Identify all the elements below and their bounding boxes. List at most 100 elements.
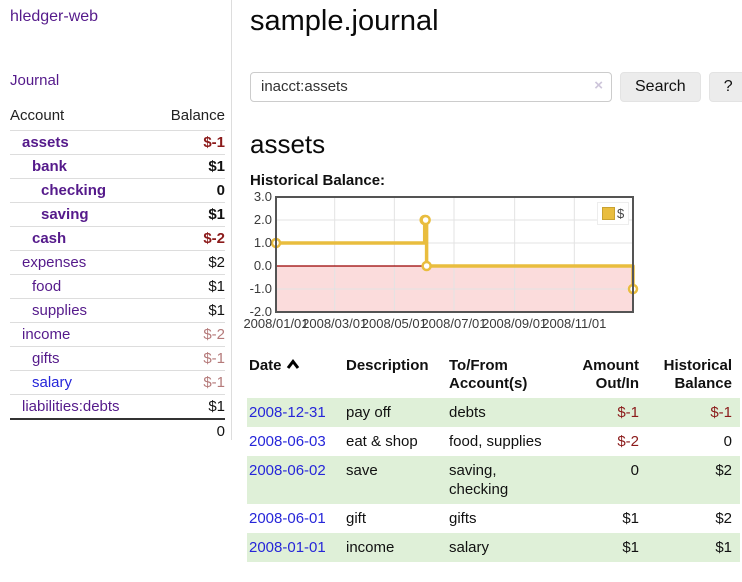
balance-cell: $2 (715, 510, 732, 528)
total-spacer (10, 418, 154, 443)
register-header: Date Description To/From Account(s) Amount Ou… (247, 352, 740, 398)
sidebar-item-journal[interactable]: Journal (10, 72, 60, 89)
clear-search-icon[interactable]: × (594, 76, 603, 94)
account-balance: $-1 (153, 130, 225, 155)
description-cell: eat & shop (346, 433, 418, 451)
date-cell: 2008-01-01 (247, 533, 344, 562)
sidebar-account-link-supplies[interactable]: supplies (32, 302, 88, 319)
register-header-row: Date Description To/From Account(s) Amount Ou… (247, 352, 740, 398)
date-cell: 2008-12-31 (247, 398, 344, 427)
register-table: Date Description To/From Account(s) Amount Ou… (247, 352, 740, 563)
sidebar-account-row: income $-2 (10, 322, 225, 347)
transaction-date-link[interactable]: 2008-12-31 (249, 404, 326, 422)
y-axis-tick-label: -1.0 (249, 281, 272, 297)
register-row: 2008-06-01 gift gifts $1 $2 (247, 504, 740, 533)
header-label: Description (346, 357, 429, 375)
sidebar-account-link-bank[interactable]: bank (32, 158, 68, 175)
sidebar-account-link-checking[interactable]: checking (41, 182, 107, 199)
balance-cell: $2 (715, 462, 732, 480)
x-axis-tick-label: 2008/01/01 (243, 316, 309, 332)
sidebar-account-row: expenses $2 (10, 250, 225, 275)
sidebar-account-link-liabilities-debts[interactable]: liabilities:debts (22, 398, 120, 415)
description-cell: pay off (346, 404, 391, 422)
date-cell: 2008-06-02 (247, 456, 344, 504)
accounts-cell: saving, checking (449, 462, 509, 499)
header-label: Account(s) (449, 375, 528, 393)
account-tree-header-row: Account Balance (10, 105, 225, 131)
account-balance: $1 (153, 274, 225, 299)
account-balance: $-1 (153, 346, 225, 371)
description-cell: save (346, 462, 378, 480)
amount-cell: 0 (630, 462, 639, 480)
header-label: Amount (582, 357, 639, 375)
header-label: Date (249, 357, 282, 375)
register-column-header: Amount Out/In (559, 352, 647, 398)
sidebar-account-row: cash $-2 (10, 226, 225, 251)
app-brand-link[interactable]: hledger-web (10, 8, 99, 25)
legend-swatch-icon (602, 207, 615, 221)
register-row: 2008-01-01 income salary $1 $1 (247, 533, 740, 563)
y-axis-tick-label: 3.0 (253, 189, 272, 205)
account-balance: $1 (153, 394, 225, 419)
y-axis-tick-label: 0.0 (253, 258, 272, 274)
x-axis-tick-label: 2008/07/01 (421, 316, 487, 332)
register-row: 2008-06-02 save saving, checking 0 $2 (247, 456, 740, 505)
sidebar-account-row: saving $1 (10, 202, 225, 227)
legend-label: $ (617, 206, 625, 222)
date-cell: 2008-06-03 (247, 427, 344, 456)
search-form: × Search ? (250, 71, 742, 102)
register-column-header: Historical Balance (647, 352, 740, 398)
sidebar-accounts-body: assets $-1 bank $1 checking 0 saving $1 cash $-2 e… (10, 130, 225, 419)
sidebar-account-row: gifts $-1 (10, 346, 225, 371)
sidebar-account-row: checking 0 (10, 178, 225, 203)
account-balance: $2 (153, 250, 225, 275)
header-label: Historical (663, 357, 732, 375)
sidebar-account-link-cash[interactable]: cash (32, 230, 67, 247)
transaction-date-link[interactable]: 2008-06-02 (249, 462, 326, 480)
sidebar-account-link-gifts[interactable]: gifts (32, 350, 60, 367)
sidebar-account-link-salary[interactable]: salary (32, 374, 73, 391)
amount-cell: $-2 (617, 433, 639, 451)
sidebar-account-link-assets[interactable]: assets (22, 134, 69, 151)
page-title: sample.journal (250, 5, 439, 37)
accounts-cell: salary (449, 539, 490, 557)
transaction-date-link[interactable]: 2008-06-01 (249, 510, 326, 528)
search-input[interactable] (250, 71, 612, 102)
balance-cell: $-1 (710, 404, 732, 422)
x-axis-tick-label: 2008/05/01 (361, 316, 427, 332)
register-column-header[interactable]: Date (247, 352, 344, 398)
y-axis-tick-label: 1.0 (253, 235, 272, 251)
sidebar-account-row: assets $-1 (10, 130, 225, 155)
y-axis-tick-label: -2.0 (249, 304, 272, 320)
balance-column-header: Balance (170, 107, 225, 124)
sidebar-account-link-saving[interactable]: saving (41, 206, 89, 223)
search-button[interactable]: Search (620, 71, 701, 102)
transaction-date-link[interactable]: 2008-01-01 (249, 539, 326, 557)
x-axis-tick-label: 2008/03/01 (302, 316, 368, 332)
sort-ascending-chevron-icon[interactable] (286, 359, 300, 370)
sidebar-account-row: liabilities:debts $1 (10, 394, 225, 419)
accounts-cell: gifts (449, 510, 477, 528)
sidebar: hledger-web Journal Account Balance asse… (0, 0, 232, 443)
sidebar-account-row: salary $-1 (10, 370, 225, 395)
x-axis-tick-label: 2008/09/01 (482, 316, 548, 332)
balance-cell: $1 (715, 539, 732, 557)
sidebar-account-link-expenses[interactable]: expenses (22, 254, 87, 271)
date-cell: 2008-06-01 (247, 504, 344, 533)
header-label: Out/In (595, 375, 639, 393)
main-content: sample.journal × Search ? assets Histori… (243, 0, 742, 563)
account-balance: $1 (153, 202, 225, 227)
account-tree-table: Account Balance assets $-1 bank $1 checking 0… (10, 105, 225, 443)
register-column-header: Description (344, 352, 447, 398)
chart-legend: $ (597, 202, 630, 226)
register-body: 2008-12-31 pay off debts $-1 $-1 2008-06-03 ea… (247, 398, 740, 563)
help-button[interactable]: ? (708, 71, 742, 102)
header-label: Balance (674, 375, 732, 393)
amount-cell: $1 (622, 539, 639, 557)
x-axis-tick-label: 2008/11/01 (542, 316, 607, 332)
account-balance: 0 (153, 178, 225, 203)
sidebar-account-link-income[interactable]: income (22, 326, 71, 343)
y-axis-tick-label: 2.0 (253, 212, 272, 228)
transaction-date-link[interactable]: 2008-06-03 (249, 433, 326, 451)
sidebar-account-link-food[interactable]: food (32, 278, 62, 295)
